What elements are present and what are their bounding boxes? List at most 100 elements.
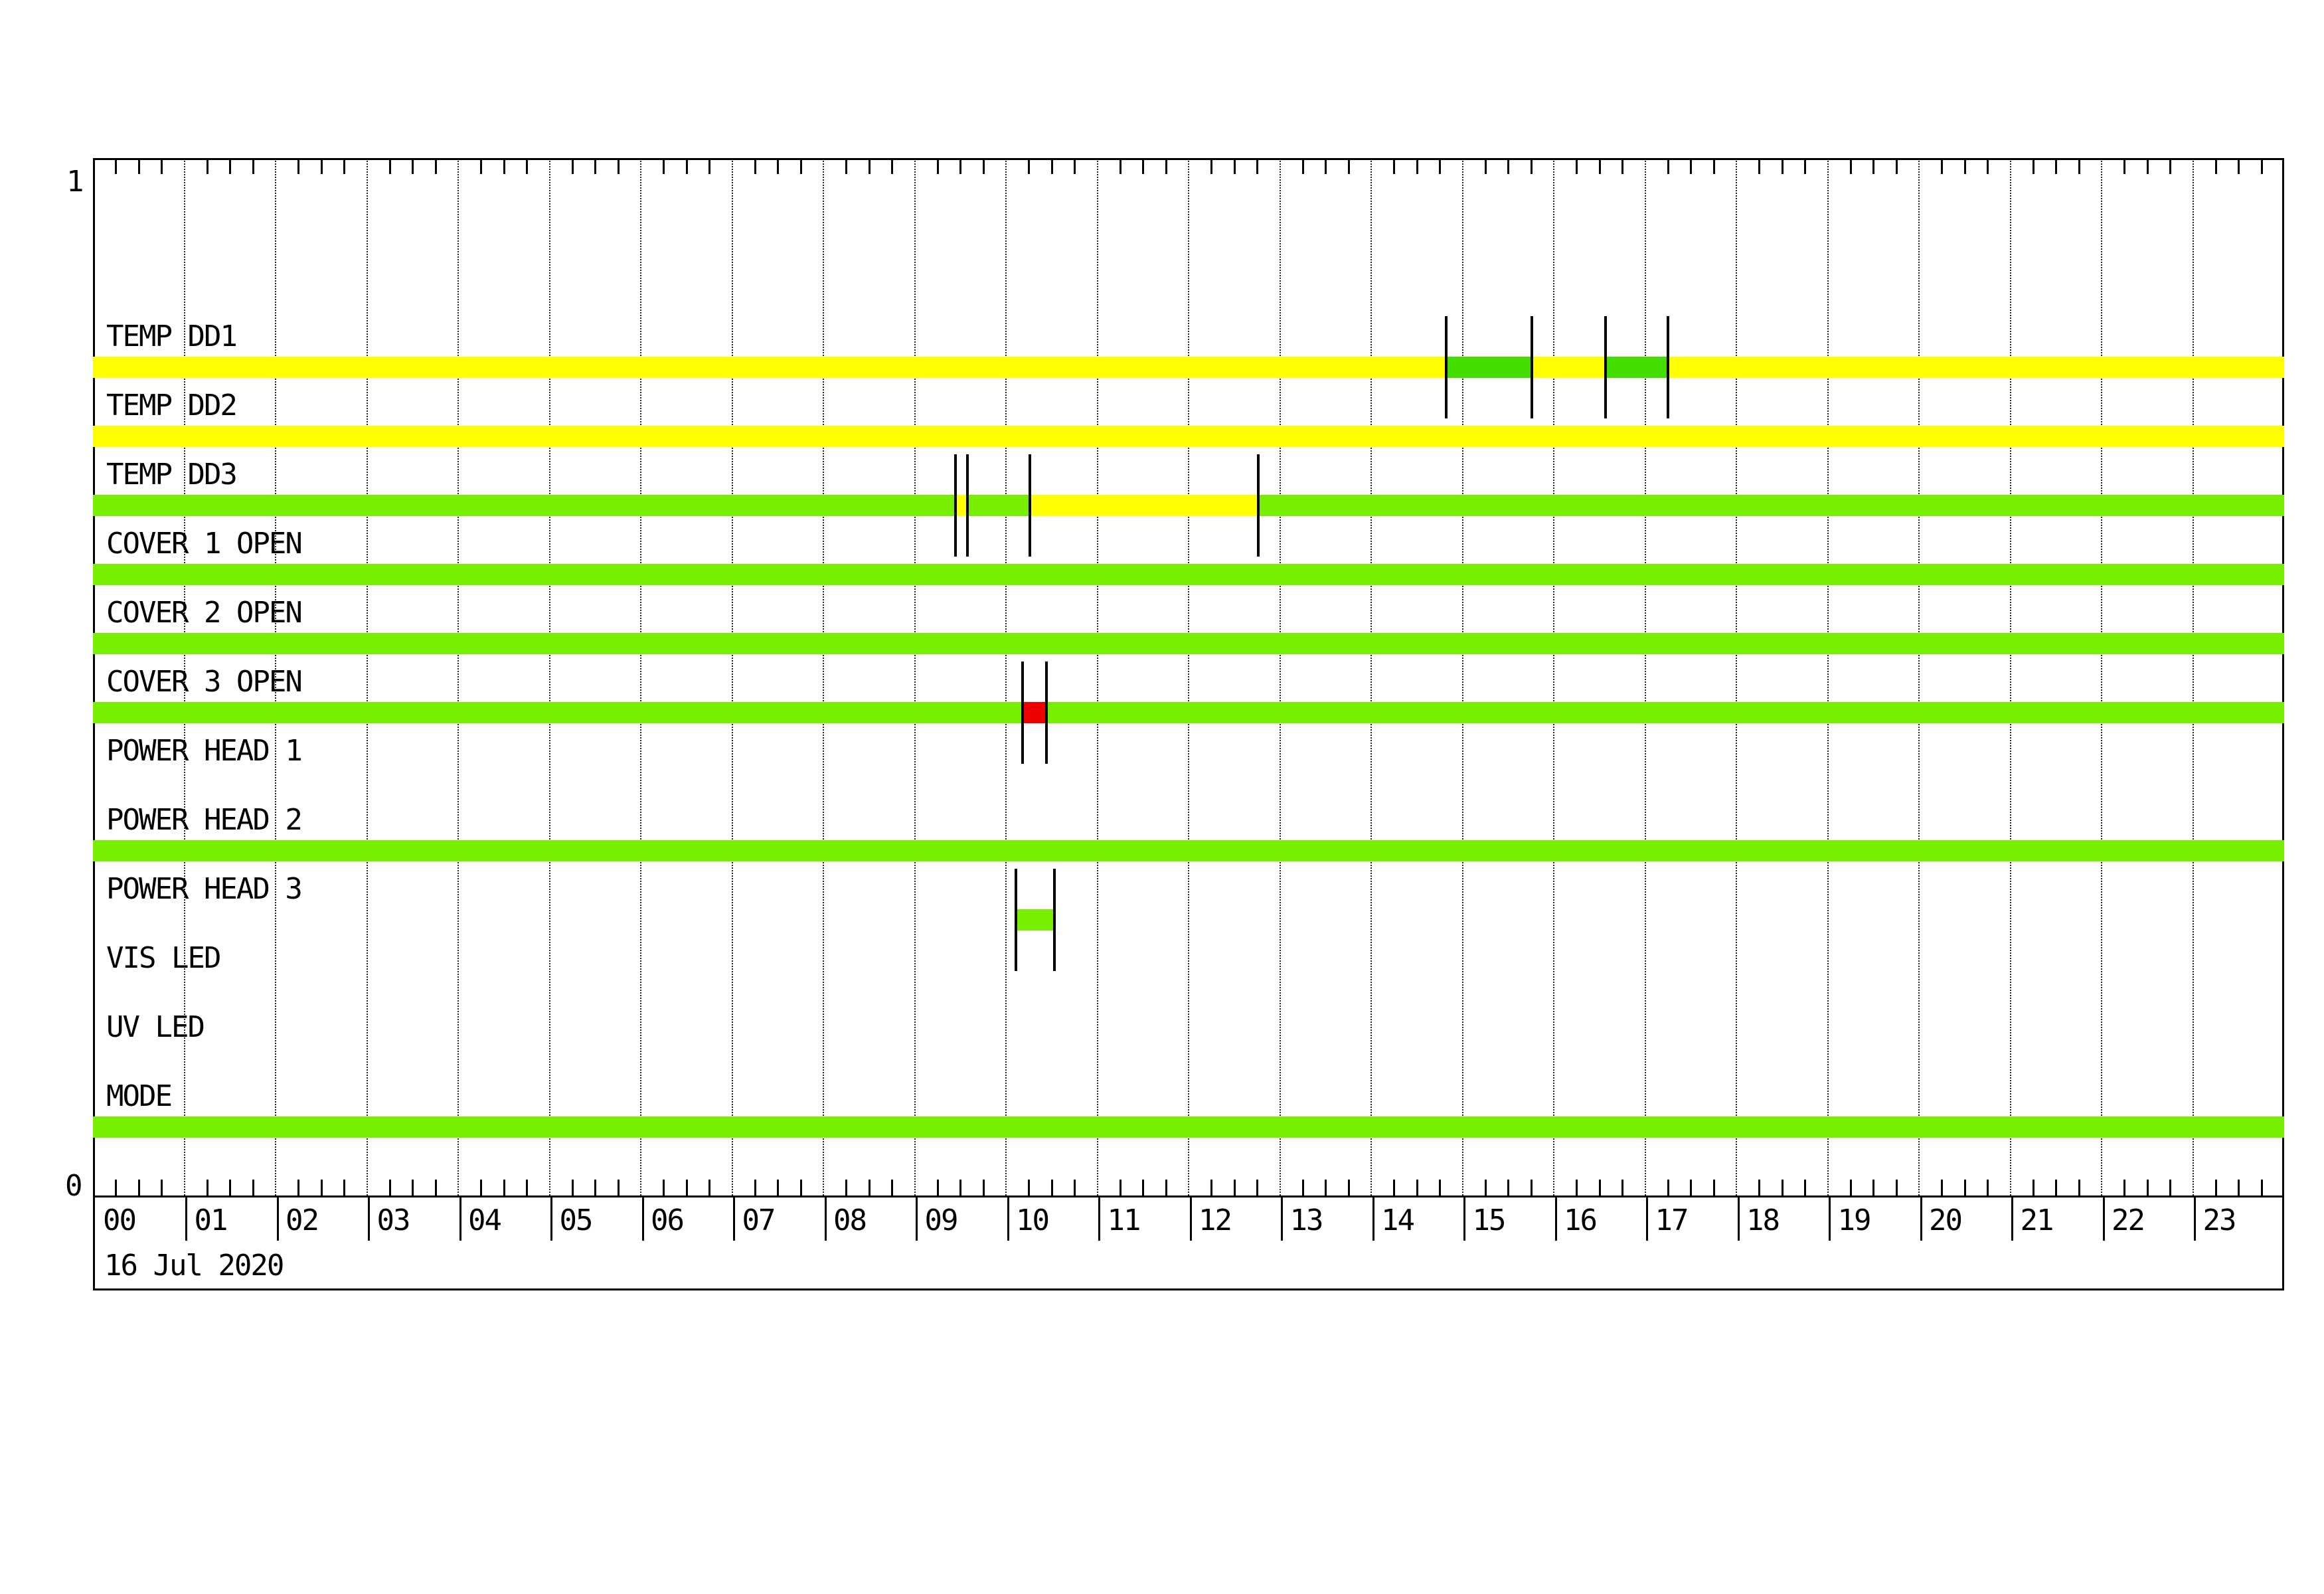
- hour-cell-divider: [2102, 1197, 2105, 1241]
- minor-tick-bottom: [777, 1180, 780, 1196]
- hour-gridline: [366, 158, 368, 1196]
- hour-gridline: [1918, 158, 1920, 1196]
- signal-segment: [955, 495, 968, 516]
- minor-tick-bottom: [936, 1180, 939, 1196]
- transition-marker: [1531, 316, 1533, 418]
- minor-tick-bottom: [1325, 1180, 1327, 1196]
- minor-tick-top: [571, 158, 574, 174]
- minor-tick-top: [1119, 158, 1121, 174]
- minor-tick-top: [1621, 158, 1624, 174]
- row-label: UV LED: [106, 1010, 205, 1044]
- transition-marker: [1015, 869, 1018, 971]
- y-axis-bottom-label: 0: [65, 1169, 82, 1203]
- hour-cell-divider: [1829, 1197, 1831, 1241]
- minor-tick-top: [663, 158, 665, 174]
- minor-tick-top: [708, 158, 711, 174]
- hour-tick-label: 03: [376, 1203, 411, 1237]
- hour-tick-label: 09: [924, 1203, 959, 1237]
- minor-tick-bottom: [1119, 1180, 1121, 1196]
- hour-tick-label: 05: [559, 1203, 594, 1237]
- minor-tick-top: [868, 158, 871, 174]
- minor-tick-bottom: [1165, 1180, 1167, 1196]
- minor-tick-top: [1165, 158, 1167, 174]
- hour-tick-label: 22: [2112, 1203, 2145, 1237]
- hour-cell-divider: [1372, 1197, 1374, 1241]
- hour-tick-label: 00: [103, 1203, 137, 1237]
- minor-tick-top: [891, 158, 894, 174]
- minor-tick-top: [1963, 158, 1966, 174]
- minor-tick-top: [2032, 158, 2034, 174]
- hour-tick-label: 21: [2020, 1203, 2054, 1237]
- minor-tick-top: [526, 158, 529, 174]
- minor-tick-top: [343, 158, 346, 174]
- minor-tick-top: [2123, 158, 2126, 174]
- hour-tick-label: 18: [1746, 1203, 1780, 1237]
- row-label: MODE: [106, 1079, 173, 1113]
- transition-marker: [1021, 662, 1024, 764]
- hour-cell-divider: [550, 1197, 552, 1241]
- minor-tick-bottom: [1530, 1180, 1533, 1196]
- minor-tick-bottom: [1439, 1180, 1442, 1196]
- transition-marker: [966, 454, 969, 557]
- minor-tick-top: [2260, 158, 2263, 174]
- minor-tick-bottom: [320, 1180, 323, 1196]
- hour-cell-divider: [733, 1197, 735, 1241]
- minor-tick-top: [1598, 158, 1601, 174]
- row-label: TEMP DD1: [106, 319, 238, 353]
- minor-tick-top: [137, 158, 140, 174]
- signal-bar: [93, 357, 2284, 378]
- hour-cell-divider: [641, 1197, 644, 1241]
- hour-tick-label: 02: [286, 1203, 319, 1237]
- transition-marker: [954, 454, 957, 557]
- hour-cell-divider: [1098, 1197, 1100, 1241]
- hour-cell-divider: [1007, 1197, 1009, 1241]
- minor-tick-top: [594, 158, 597, 174]
- minor-tick-top: [1576, 158, 1578, 174]
- row-label: COVER 3 OPEN: [106, 665, 303, 699]
- minor-tick-bottom: [1347, 1180, 1350, 1196]
- minor-tick-bottom: [297, 1180, 300, 1196]
- minor-tick-bottom: [2078, 1180, 2080, 1196]
- hour-gridline: [640, 158, 641, 1196]
- minor-tick-top: [754, 158, 756, 174]
- transition-marker: [1604, 316, 1608, 418]
- minor-tick-top: [503, 158, 505, 174]
- transition-marker: [1052, 869, 1056, 971]
- minor-tick-bottom: [982, 1180, 985, 1196]
- row-label: POWER HEAD 2: [106, 803, 303, 837]
- minor-tick-bottom: [137, 1180, 140, 1196]
- minor-tick-top: [1895, 158, 1898, 174]
- minor-tick-top: [1416, 158, 1418, 174]
- minor-tick-bottom: [1142, 1180, 1145, 1196]
- minor-tick-bottom: [1507, 1180, 1510, 1196]
- minor-tick-top: [1074, 158, 1076, 174]
- minor-tick-top: [777, 158, 780, 174]
- minor-tick-bottom: [2055, 1180, 2058, 1196]
- minor-tick-top: [206, 158, 208, 174]
- minor-tick-bottom: [1484, 1180, 1487, 1196]
- minor-tick-bottom: [206, 1180, 208, 1196]
- minor-tick-top: [1849, 158, 1852, 174]
- signal-segment: [1029, 495, 1258, 516]
- row-label: COVER 2 OPEN: [106, 596, 303, 630]
- hour-cell-divider: [368, 1197, 370, 1241]
- hour-tick-label: 17: [1655, 1203, 1689, 1237]
- hour-tick-label: 12: [1199, 1203, 1232, 1237]
- minor-tick-bottom: [1963, 1180, 1966, 1196]
- minor-tick-bottom: [2260, 1180, 2263, 1196]
- row-label: COVER 1 OPEN: [106, 527, 303, 561]
- minor-tick-bottom: [1256, 1180, 1259, 1196]
- signal-bar: [93, 1116, 2284, 1138]
- minor-tick-bottom: [1712, 1180, 1715, 1196]
- minor-tick-bottom: [1781, 1180, 1784, 1196]
- minor-tick-top: [2238, 158, 2240, 174]
- hour-tick-label: 06: [651, 1203, 685, 1237]
- hour-gridline: [2009, 158, 2011, 1196]
- minor-tick-bottom: [1416, 1180, 1418, 1196]
- minor-tick-top: [320, 158, 323, 174]
- hour-cell-divider: [276, 1197, 279, 1241]
- minor-tick-bottom: [412, 1180, 414, 1196]
- minor-tick-top: [480, 158, 483, 174]
- transition-marker: [1044, 662, 1048, 764]
- hour-gridline: [1644, 158, 1646, 1196]
